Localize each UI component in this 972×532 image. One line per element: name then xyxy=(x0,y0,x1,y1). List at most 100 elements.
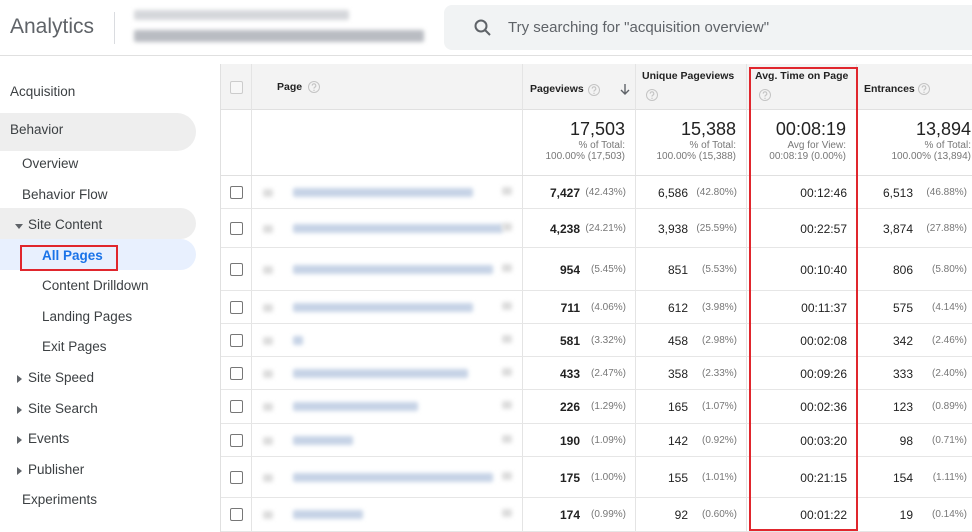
nav-item[interactable]: Behavior Flow xyxy=(22,187,108,202)
total-caption: % of Total: xyxy=(924,140,971,151)
entrances: 98 xyxy=(899,433,913,448)
checkbox[interactable] xyxy=(230,185,243,199)
page-icon-blur xyxy=(502,367,512,376)
nav-item[interactable]: Exit Pages xyxy=(42,339,107,354)
nav-item[interactable]: Overview xyxy=(22,156,79,171)
total-caption: % of Total: xyxy=(578,140,625,151)
entrances: 575 xyxy=(892,300,913,315)
page-icon-blur xyxy=(263,224,273,233)
unique-percent: (5.53%) xyxy=(701,263,737,275)
entrances: 154 xyxy=(892,470,913,485)
divider xyxy=(114,12,115,44)
nav-item[interactable]: Landing Pages xyxy=(42,309,133,324)
page-url-blur[interactable] xyxy=(293,368,468,378)
sort-arrow xyxy=(620,84,630,95)
page-url-blur[interactable] xyxy=(293,264,493,274)
checkbox[interactable] xyxy=(230,221,243,235)
entrances-percent: (27.88%) xyxy=(926,222,967,234)
total-value: 17,503 xyxy=(569,119,625,139)
page-icon-blur xyxy=(502,509,512,517)
column-header[interactable]: Unique Pageviews xyxy=(642,70,735,82)
unique-percent: (0.92%) xyxy=(701,434,737,446)
help-icon xyxy=(646,89,658,101)
nav-item[interactable]: Experiments xyxy=(22,492,98,507)
pageviews: 190 xyxy=(559,433,580,448)
page-url-blur[interactable] xyxy=(293,435,353,445)
page-url-blur[interactable] xyxy=(293,510,363,519)
nav-item[interactable]: Acquisition xyxy=(10,84,76,99)
checkbox[interactable] xyxy=(230,262,243,276)
page-url-blur[interactable] xyxy=(293,302,473,312)
nav-item[interactable]: Content Drilldown xyxy=(42,278,149,293)
unique-percent: (42.80%) xyxy=(696,186,737,198)
expand-arrow xyxy=(17,406,22,414)
total-value: 15,388 xyxy=(680,119,736,139)
column-header[interactable]: Entrances xyxy=(864,83,915,95)
nav-highlight xyxy=(0,113,196,151)
search-icon xyxy=(474,19,491,36)
table-row xyxy=(221,357,972,390)
checkbox[interactable] xyxy=(230,366,243,380)
column-header[interactable]: Pageviews xyxy=(530,83,584,95)
page-url-blur[interactable] xyxy=(293,402,418,411)
search-box[interactable]: Try searching for "acquisition overview" xyxy=(444,5,972,50)
avg-time: 00:11:37 xyxy=(801,300,847,315)
page-icon-blur xyxy=(502,222,512,231)
nav-item[interactable]: Site Speed xyxy=(28,370,95,385)
entrances-percent: (46.88%) xyxy=(926,186,967,198)
total-caption: Avg for View: xyxy=(787,140,846,151)
pageviews-percent: (3.32%) xyxy=(590,334,626,346)
column-header[interactable]: Avg. Time on Page xyxy=(755,70,849,82)
pageviews: 175 xyxy=(559,470,580,485)
nav-item[interactable]: Behavior xyxy=(10,122,64,137)
pageviews: 711 xyxy=(560,300,580,315)
highlight-box xyxy=(749,67,858,531)
expand-arrow xyxy=(17,467,22,475)
nav-item[interactable]: Publisher xyxy=(28,462,85,477)
checkbox[interactable] xyxy=(230,300,243,314)
expand-arrow xyxy=(17,375,22,383)
entrances: 3,874 xyxy=(882,221,913,236)
help-icon xyxy=(918,83,930,95)
page-icon-blur xyxy=(502,471,512,480)
pageviews-percent: (1.09%) xyxy=(590,434,626,446)
unique-percent: (1.01%) xyxy=(701,471,737,483)
unique-percent: (2.33%) xyxy=(701,367,737,379)
checkbox[interactable] xyxy=(230,508,243,521)
page-url-blur[interactable] xyxy=(293,335,303,345)
page-url-blur[interactable] xyxy=(293,223,503,233)
entrances: 333 xyxy=(892,366,913,381)
table-row xyxy=(221,390,972,424)
nav-item[interactable]: Events xyxy=(28,431,70,446)
checkbox[interactable] xyxy=(230,81,243,94)
page-url-blur[interactable] xyxy=(293,472,493,482)
checkbox[interactable] xyxy=(230,433,243,447)
entrances-percent: (4.14%) xyxy=(931,301,967,313)
column-header[interactable]: Page xyxy=(277,81,303,93)
expand-arrow xyxy=(15,224,23,229)
nav-highlight xyxy=(0,239,196,270)
page-icon-blur xyxy=(502,263,512,272)
nav-item[interactable]: Site Search xyxy=(28,401,98,416)
unique-pageviews: 458 xyxy=(667,333,688,348)
pageviews-percent: (0.99%) xyxy=(590,509,626,520)
checkbox[interactable] xyxy=(230,400,243,413)
avg-time: 00:01:22 xyxy=(800,508,847,522)
nav-item[interactable]: All Pages xyxy=(42,248,103,263)
checkbox[interactable] xyxy=(230,470,243,484)
entrances-percent: (0.14%) xyxy=(931,509,967,520)
checkbox[interactable] xyxy=(230,333,243,347)
nav-item[interactable]: Site Content xyxy=(28,217,103,232)
entrances: 123 xyxy=(892,400,913,414)
page-url-blur[interactable] xyxy=(293,187,473,197)
page-icon-blur xyxy=(502,301,512,310)
search-placeholder: Try searching for "acquisition overview" xyxy=(508,19,770,36)
page-icon-blur xyxy=(263,265,273,274)
totals-row xyxy=(221,110,972,176)
pageviews-percent: (1.29%) xyxy=(590,401,626,412)
column-divider xyxy=(635,64,636,532)
table-row xyxy=(221,209,972,248)
pageviews-percent: (5.45%) xyxy=(590,263,626,275)
pageviews-percent: (1.00%) xyxy=(590,471,626,483)
